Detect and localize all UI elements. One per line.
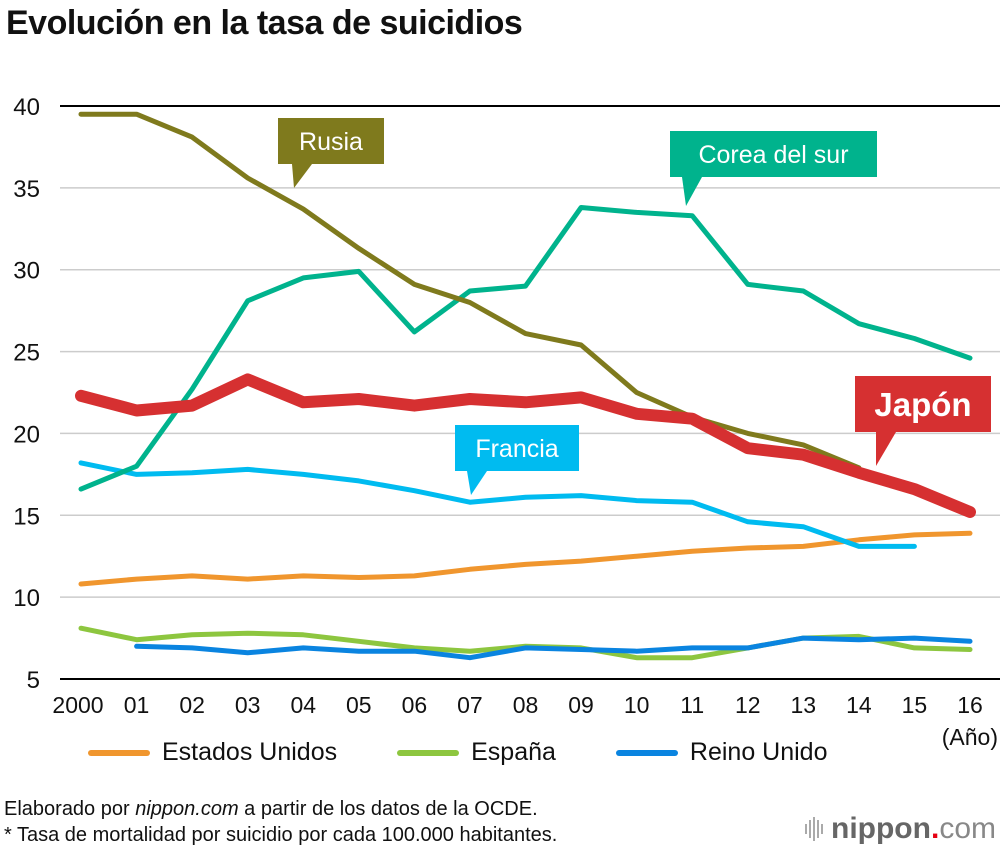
x-tick-label: 16 xyxy=(957,692,983,718)
callout-pointer-rusia xyxy=(292,164,312,188)
series-line-reino-unido xyxy=(134,635,973,661)
x-tick-label: 2000 xyxy=(52,692,103,718)
y-tick-label: 35 xyxy=(13,176,40,203)
nippon-logo[interactable]: nippon. com xyxy=(805,812,996,846)
legend-item-reino-unido[interactable]: Reino Unido xyxy=(615,738,828,767)
callout-box-francia xyxy=(455,425,579,471)
callout-box-corea-del-sur xyxy=(670,131,877,177)
chart-title: Evolución en la tasa de suicidios xyxy=(6,4,523,42)
callout-label-corea-del-sur: Corea del sur xyxy=(698,141,848,169)
source-site: nippon.com xyxy=(135,798,239,820)
source-suffix: a partir de los datos de la OCDE. xyxy=(238,798,538,820)
x-tick-label: 09 xyxy=(568,692,594,718)
legend-item-estados-unidos[interactable]: Estados Unidos xyxy=(88,738,337,767)
source-line: Elaborado por nippon.com a partir de los… xyxy=(4,796,557,822)
callout-box-rusia xyxy=(278,118,384,164)
x-tick-label: 08 xyxy=(513,692,539,718)
series-line-rusia xyxy=(78,111,862,471)
series-line-espana xyxy=(78,625,973,661)
legend-label: Estados Unidos xyxy=(162,738,338,766)
y-tick-label: 25 xyxy=(13,340,40,367)
x-tick-label: 11 xyxy=(680,692,704,718)
legend-swatch-reino-unido xyxy=(615,749,678,756)
callout-label-rusia: Rusia xyxy=(299,128,363,156)
series-line-japon xyxy=(75,373,976,518)
logo-tld: com xyxy=(939,812,996,845)
source-prefix: Elaborado por xyxy=(4,798,136,820)
logo-bars-icon xyxy=(805,817,825,841)
legend-label: España xyxy=(471,738,556,766)
x-tick-label: 05 xyxy=(346,692,372,718)
x-tick-label: 12 xyxy=(735,692,761,718)
x-tick-label: 06 xyxy=(402,692,428,718)
y-tick-label: 30 xyxy=(13,258,40,285)
y-tick-label: 15 xyxy=(13,503,40,530)
series-line-corea-del-sur xyxy=(78,205,973,492)
callout-label-japon: Japón xyxy=(874,386,971,423)
legend: Estados Unidos España Reino Unido xyxy=(88,738,888,767)
y-tick-label: 10 xyxy=(13,585,40,612)
series-line-estados-unidos xyxy=(78,530,973,587)
x-tick-label: 13 xyxy=(791,692,817,718)
x-tick-label: 02 xyxy=(179,692,205,718)
source-note: Elaborado por nippon.com a partir de los… xyxy=(4,796,557,848)
logo-dot: . xyxy=(930,812,940,845)
callout-pointer-corea-del-sur xyxy=(682,177,702,206)
logo-name: nippon xyxy=(831,812,931,845)
x-tick-label: 14 xyxy=(846,692,872,718)
x-tick-label: 01 xyxy=(124,692,150,718)
x-tick-label: 03 xyxy=(235,692,261,718)
x-tick-label: 04 xyxy=(290,692,316,718)
legend-swatch-estados-unidos xyxy=(88,749,150,756)
x-axis-unit-label: (Año) xyxy=(942,724,998,750)
series-line-francia xyxy=(78,460,917,549)
legend-label: Reino Unido xyxy=(689,738,828,766)
x-tick-label: 10 xyxy=(624,692,650,718)
y-tick-label: 20 xyxy=(13,421,40,448)
y-tick-label: 40 xyxy=(13,94,40,121)
legend-item-espana[interactable]: España xyxy=(397,738,556,767)
x-tick-label: 07 xyxy=(457,692,483,718)
x-tick-label: 15 xyxy=(902,692,928,718)
callout-label-francia: Francia xyxy=(475,435,558,463)
footnote: * Tasa de mortalidad por suicidio por ca… xyxy=(4,824,558,846)
callout-pointer-francia xyxy=(467,471,487,495)
y-tick-label: 5 xyxy=(27,667,40,694)
callout-box-japon xyxy=(855,376,991,432)
legend-swatch-espana xyxy=(397,749,460,756)
callout-pointer-japon xyxy=(876,432,896,466)
